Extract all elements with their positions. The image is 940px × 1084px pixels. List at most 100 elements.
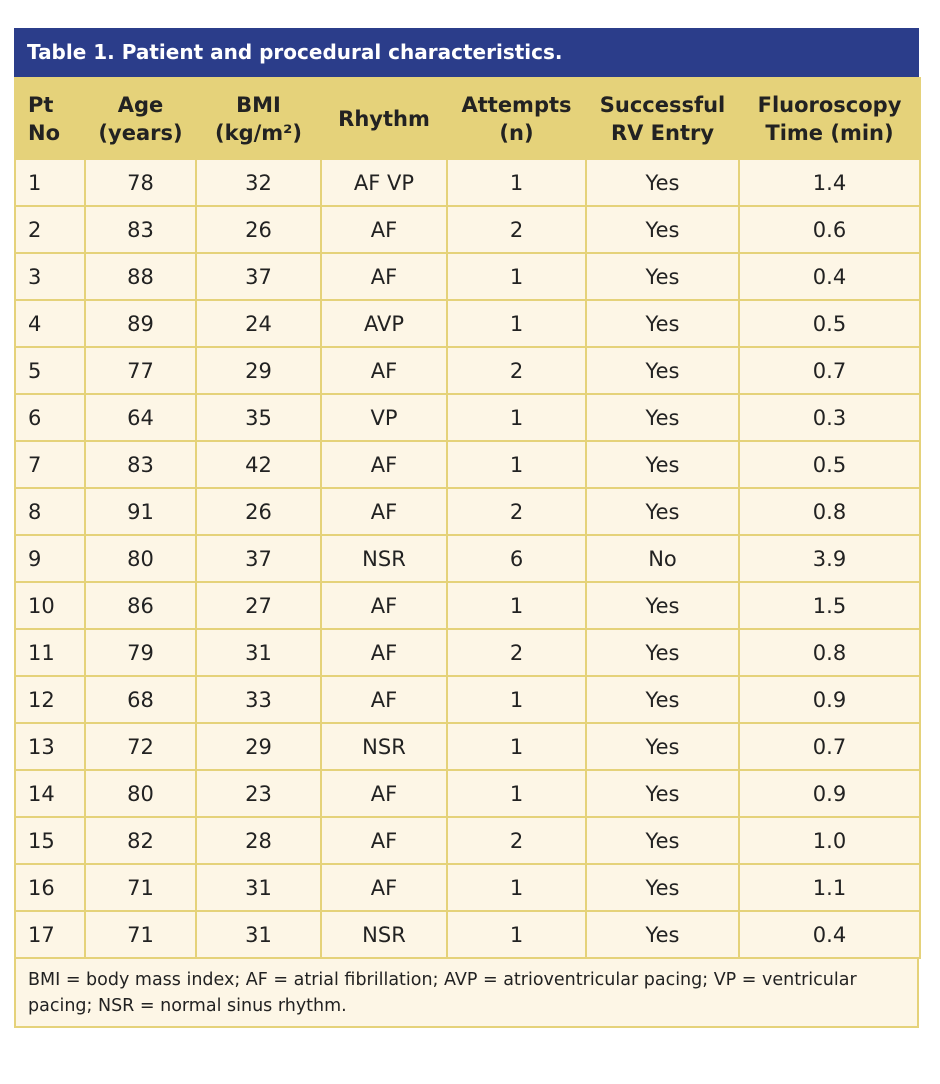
column-header: Successful RV Entry (585, 77, 740, 160)
table-cell: 27 (195, 581, 322, 630)
table-cell: 2 (446, 205, 587, 254)
table-cell: AF (320, 863, 448, 912)
table-row: 12 68 33 AF 1 Yes 0.9 (14, 675, 921, 724)
table-cell: 42 (195, 440, 322, 489)
table-cell: 3.9 (738, 534, 921, 583)
table-cell: NSR (320, 722, 448, 771)
table-cell: 26 (195, 205, 322, 254)
table-cell: 71 (84, 910, 197, 959)
table-cell: 9 (14, 534, 86, 583)
column-header-text: (years) (98, 120, 183, 145)
table-row: 14 80 23 AF 1 Yes 0.9 (14, 769, 921, 818)
table-cell: 88 (84, 252, 197, 301)
table-cell: 79 (84, 628, 197, 677)
table-row: 8 91 26 AF 2 Yes 0.8 (14, 487, 921, 536)
table-cell: 37 (195, 252, 322, 301)
table-cell: 1.0 (738, 816, 921, 865)
table-cell: 0.5 (738, 440, 921, 489)
table-cell: Yes (585, 205, 740, 254)
column-header: Rhythm (320, 77, 448, 160)
table-cell: Yes (585, 581, 740, 630)
table-cell: Yes (585, 722, 740, 771)
column-header-text: Pt (28, 92, 54, 117)
table-row: 13 72 29 NSR 1 Yes 0.7 (14, 722, 921, 771)
table-cell: 0.4 (738, 252, 921, 301)
table-cell: 12 (14, 675, 86, 724)
table-cell: 83 (84, 205, 197, 254)
table-cell: 0.5 (738, 299, 921, 348)
table-cell: 1 (14, 158, 86, 207)
table-cell: 31 (195, 863, 322, 912)
table-cell: 7 (14, 440, 86, 489)
table-cell: AF (320, 440, 448, 489)
table-cell: 14 (14, 769, 86, 818)
table-cell: 72 (84, 722, 197, 771)
table-cell: 80 (84, 534, 197, 583)
table-cell: 32 (195, 158, 322, 207)
table-cell: 1 (446, 910, 587, 959)
table-cell: 1 (446, 722, 587, 771)
patient-table: Pt No Age (years) BMI (kg/m²) Rhythm Attempts (n… (14, 77, 921, 959)
table-footnote: BMI = body mass index; AF = atrial fibri… (14, 959, 919, 1028)
table-cell: 1 (446, 252, 587, 301)
table-cell: 35 (195, 393, 322, 442)
column-header-text: Age (117, 92, 164, 117)
column-header: Fluoroscopy Time (min) (738, 77, 921, 160)
table-cell: Yes (585, 675, 740, 724)
table-cell: 3 (14, 252, 86, 301)
column-header-text: RV Entry (610, 120, 715, 145)
table-row: 9 80 37 NSR 6 No 3.9 (14, 534, 921, 583)
table-cell: 31 (195, 628, 322, 677)
table-cell: 86 (84, 581, 197, 630)
table-cell: 80 (84, 769, 197, 818)
table-cell: AF (320, 675, 448, 724)
table-cell: 24 (195, 299, 322, 348)
table-cell: 2 (446, 816, 587, 865)
column-header: Age (years) (84, 77, 197, 160)
table-cell: 1 (446, 769, 587, 818)
table-cell: AF (320, 487, 448, 536)
table-cell: 28 (195, 816, 322, 865)
table-row: 16 71 31 AF 1 Yes 1.1 (14, 863, 921, 912)
table-row: 5 77 29 AF 2 Yes 0.7 (14, 346, 921, 395)
table-cell: Yes (585, 769, 740, 818)
table-cell: Yes (585, 252, 740, 301)
table-row: 6 64 35 VP 1 Yes 0.3 (14, 393, 921, 442)
table-cell: 11 (14, 628, 86, 677)
table-row: 3 88 37 AF 1 Yes 0.4 (14, 252, 921, 301)
table-cell: 4 (14, 299, 86, 348)
table-container: Table 1. Patient and procedural characte… (14, 28, 921, 1028)
table-cell: 2 (446, 487, 587, 536)
table-cell: AF (320, 346, 448, 395)
table-cell: 0.9 (738, 769, 921, 818)
table-row: 15 82 28 AF 2 Yes 1.0 (14, 816, 921, 865)
table-cell: 1 (446, 863, 587, 912)
table-cell: 17 (14, 910, 86, 959)
table-cell: 89 (84, 299, 197, 348)
table-cell: 91 (84, 487, 197, 536)
table-cell: 1.5 (738, 581, 921, 630)
table-cell: 78 (84, 158, 197, 207)
table-cell: Yes (585, 346, 740, 395)
table-cell: AVP (320, 299, 448, 348)
table-cell: 26 (195, 487, 322, 536)
table-cell: 10 (14, 581, 86, 630)
column-header-text: Rhythm (338, 106, 430, 131)
table-cell: 2 (446, 346, 587, 395)
table-cell: 29 (195, 722, 322, 771)
table-cell: Yes (585, 487, 740, 536)
table-cell: 29 (195, 346, 322, 395)
table-cell: 23 (195, 769, 322, 818)
column-header: Pt No (14, 77, 86, 160)
header-row: Pt No Age (years) BMI (kg/m²) Rhythm Attempts (n… (14, 77, 921, 160)
table-cell: Yes (585, 863, 740, 912)
table-cell: 1.4 (738, 158, 921, 207)
table-cell: AF (320, 252, 448, 301)
table-row: 7 83 42 AF 1 Yes 0.5 (14, 440, 921, 489)
column-header: Attempts (n) (446, 77, 587, 160)
table-cell: 2 (14, 205, 86, 254)
column-header-text: Time (min) (765, 120, 894, 145)
table-row: 1 78 32 AF VP 1 Yes 1.4 (14, 158, 921, 207)
table-cell: 6 (446, 534, 587, 583)
column-header-text: Successful (599, 92, 726, 117)
